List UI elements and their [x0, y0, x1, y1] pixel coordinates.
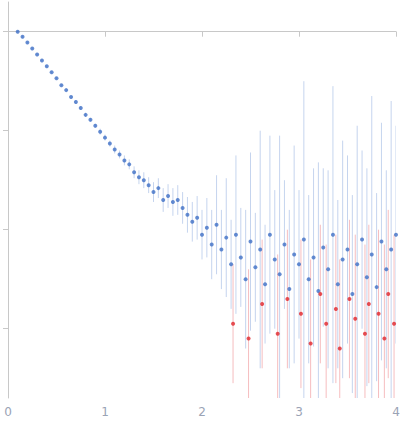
svg-text:0: 0 [4, 405, 12, 419]
svg-text:4: 4 [392, 405, 400, 419]
svg-text:1: 1 [101, 405, 109, 419]
svg-text:2: 2 [198, 405, 206, 419]
svg-text:3: 3 [295, 405, 303, 419]
